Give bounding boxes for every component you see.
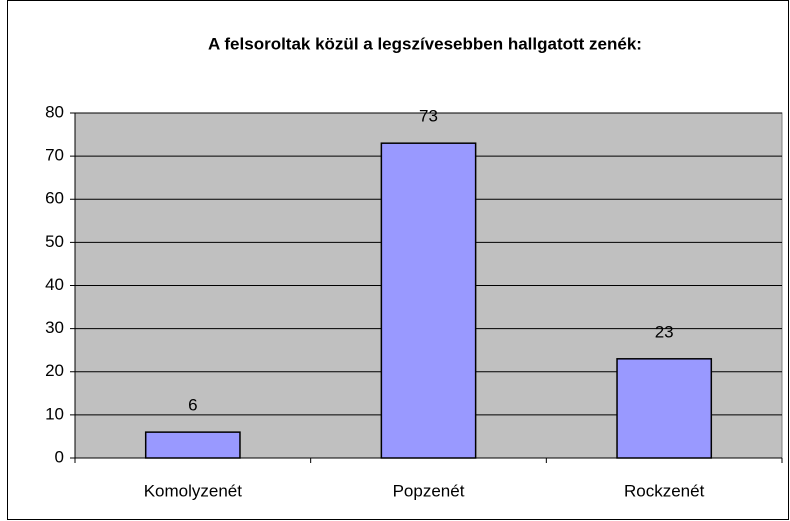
x-tick-label: Rockzenét (624, 481, 705, 500)
bar (616, 358, 713, 459)
x-tick-label: Popzenét (393, 481, 465, 500)
y-tick-label: 10 (45, 404, 64, 423)
x-tick-label: Komolyzenét (144, 481, 243, 500)
data-label: 23 (655, 322, 674, 341)
data-label: 73 (419, 107, 438, 126)
y-tick-label: 70 (45, 146, 64, 165)
bar (144, 431, 241, 459)
y-tick-label: 80 (45, 102, 64, 121)
y-tick-label: 0 (55, 447, 64, 466)
y-tick-label: 50 (45, 232, 64, 251)
data-label: 6 (188, 396, 197, 415)
y-tick-label: 20 (45, 361, 64, 380)
y-tick-label: 40 (45, 275, 64, 294)
chart-title: A felsoroltak közül a legszívesebben hal… (208, 34, 642, 53)
y-tick-label: 60 (45, 189, 64, 208)
y-tick-label: 30 (45, 318, 64, 337)
bar (380, 142, 477, 459)
